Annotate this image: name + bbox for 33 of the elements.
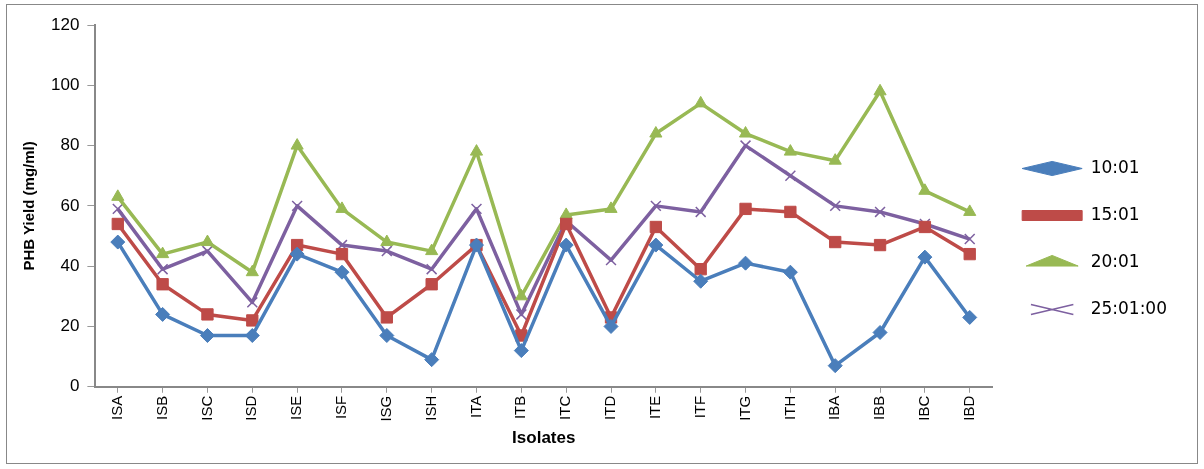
y-tick-label: 40 xyxy=(60,255,80,275)
legend-label: 10:01 xyxy=(1090,156,1140,177)
x-tick-label: ISD xyxy=(242,395,260,421)
x-axis-title: Isolates xyxy=(512,428,576,448)
y-axis-title: PHB Yield (mg/ml) xyxy=(20,141,38,271)
x-tick-label: ITE xyxy=(646,395,663,420)
y-tick-label: 80 xyxy=(60,135,80,155)
x-tick-label: ISA xyxy=(107,395,125,420)
legend-label: 20:01 xyxy=(1090,250,1140,271)
legend-label: 15:01 xyxy=(1090,203,1140,224)
x-tick-label: ITC xyxy=(556,395,574,420)
x-tick-label: IBA xyxy=(825,395,843,420)
y-tick-label: 120 xyxy=(50,14,80,34)
x-tick-label: ISH xyxy=(421,395,439,421)
x-tick-label: ITG xyxy=(735,395,753,421)
x-tick-label: IBB xyxy=(870,395,888,420)
x-tick-label: ISC xyxy=(197,395,215,421)
x-tick-label: ISE xyxy=(287,395,305,420)
x-tick-label: ISG xyxy=(376,395,394,422)
y-tick-label: 0 xyxy=(69,376,80,396)
x-tick-label: ITB xyxy=(511,395,529,420)
x-tick-label: ITA xyxy=(466,395,484,418)
x-tick-label: ISB xyxy=(152,395,170,420)
y-tick-label: 20 xyxy=(60,316,80,336)
x-tick-label: ITD xyxy=(601,395,619,420)
y-tick-label: 100 xyxy=(50,74,80,94)
x-tick-label: IBD xyxy=(959,395,977,421)
x-tick-label: ITF xyxy=(690,395,708,419)
y-tick-label: 60 xyxy=(60,195,80,215)
x-tick-label: IBC xyxy=(915,395,933,421)
x-tick-label: ISF xyxy=(332,395,350,420)
x-tick-label: ITH xyxy=(780,395,798,420)
legend-label: 25:01:00 xyxy=(1090,297,1168,318)
